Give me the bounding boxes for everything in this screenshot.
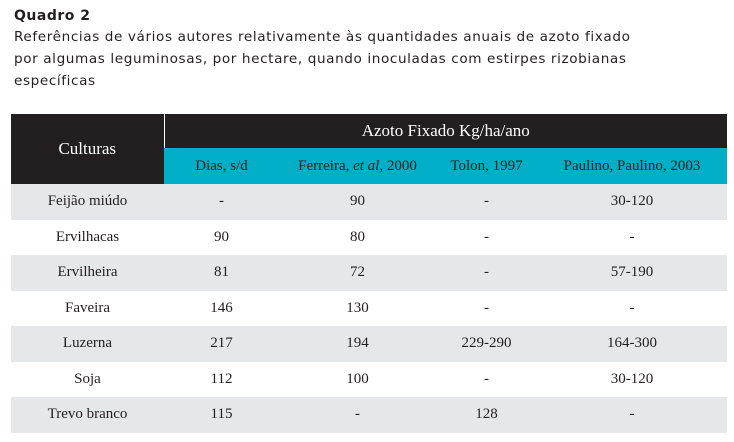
- row-name-cell: Trevo branco: [11, 397, 164, 433]
- value-cell: -: [484, 228, 489, 245]
- value-cell: -: [279, 397, 436, 433]
- column-header-text: Tolon, 1997: [450, 157, 523, 174]
- value-cell: -: [484, 299, 489, 316]
- table-row: Ervilhacas 90 80 - -: [11, 220, 727, 256]
- value-cell: 100: [346, 370, 369, 387]
- value-cell: 130: [346, 299, 369, 316]
- column-header: Ferreira, et al, 2000: [279, 148, 436, 184]
- header-culturas: Culturas: [11, 114, 164, 184]
- column-header-text: Dias, s/d: [195, 157, 248, 174]
- value-cell: -: [436, 255, 537, 291]
- value-cell: 90: [279, 184, 436, 220]
- value-cell: 164-300: [537, 326, 728, 362]
- column-header-text: Ferreira,: [298, 157, 354, 174]
- caption-line-1: Referências de vários autores relativame…: [14, 29, 631, 45]
- value-cell: 146: [210, 299, 233, 316]
- row-name-cell: Feijão miúdo: [11, 184, 164, 220]
- value-cell: -: [484, 370, 489, 387]
- value-cell: 90: [214, 228, 229, 245]
- caption-title: Quadro 2: [14, 8, 91, 24]
- value-cell: 30-120: [610, 370, 654, 387]
- table-row: Feijão miúdo - 90 - 30-120: [11, 184, 728, 220]
- column-header-text: Paulino, Paulino, 2003: [563, 157, 701, 174]
- header-azoto-fixado: Azoto Fixado Kg/ha/ano: [163, 114, 728, 148]
- row-name-cell: Faveira: [65, 299, 110, 316]
- row-name-cell: Soja: [74, 370, 101, 387]
- value-cell: 81: [164, 255, 279, 291]
- value-cell: -: [629, 228, 635, 245]
- table-row: Ervilheira 81 72 - 57-190: [11, 255, 728, 291]
- column-header: Dias, s/d: [164, 148, 279, 184]
- value-cell: 112: [210, 370, 233, 387]
- value-cell: -: [629, 299, 635, 316]
- value-cell: 57-190: [537, 255, 728, 291]
- table-row: Trevo branco 115 - 128 -: [11, 397, 728, 433]
- column-header-suffix: , 2000: [379, 157, 417, 174]
- value-cell: 128: [436, 397, 537, 433]
- column-header-italic: et al: [353, 157, 380, 174]
- table-caption: Quadro 2 Referências de vários autores r…: [14, 6, 724, 92]
- value-cell: 217: [164, 326, 279, 362]
- row-name-cell: Luzerna: [11, 326, 164, 362]
- value-cell: 229-290: [436, 326, 537, 362]
- caption-line-2: por algumas leguminosas, por hectare, qu…: [14, 51, 627, 67]
- value-cell: -: [164, 184, 279, 220]
- table-row: Faveira 146 130 - -: [11, 291, 727, 327]
- column-header: Paulino, Paulino, 2003: [537, 148, 728, 184]
- table-row: Soja 112 100 - 30-120: [11, 362, 727, 398]
- value-cell: 194: [279, 326, 436, 362]
- row-name-cell: Ervilheira: [11, 255, 164, 291]
- value-cell: 30-120: [537, 184, 728, 220]
- value-cell: 80: [350, 228, 365, 245]
- value-cell: 115: [164, 397, 279, 433]
- value-cell: -: [436, 184, 537, 220]
- value-cell: 72: [279, 255, 436, 291]
- column-header: Tolon, 1997: [436, 148, 537, 184]
- row-name-cell: Ervilhacas: [55, 228, 120, 245]
- table-row: Luzerna 217 194 229-290 164-300: [11, 326, 728, 362]
- caption-line-3: específicas: [14, 73, 96, 89]
- value-cell: -: [537, 397, 728, 433]
- nitrogen-fixation-table: Culturas Azoto Fixado Kg/ha/ano Dias, s/…: [11, 114, 728, 433]
